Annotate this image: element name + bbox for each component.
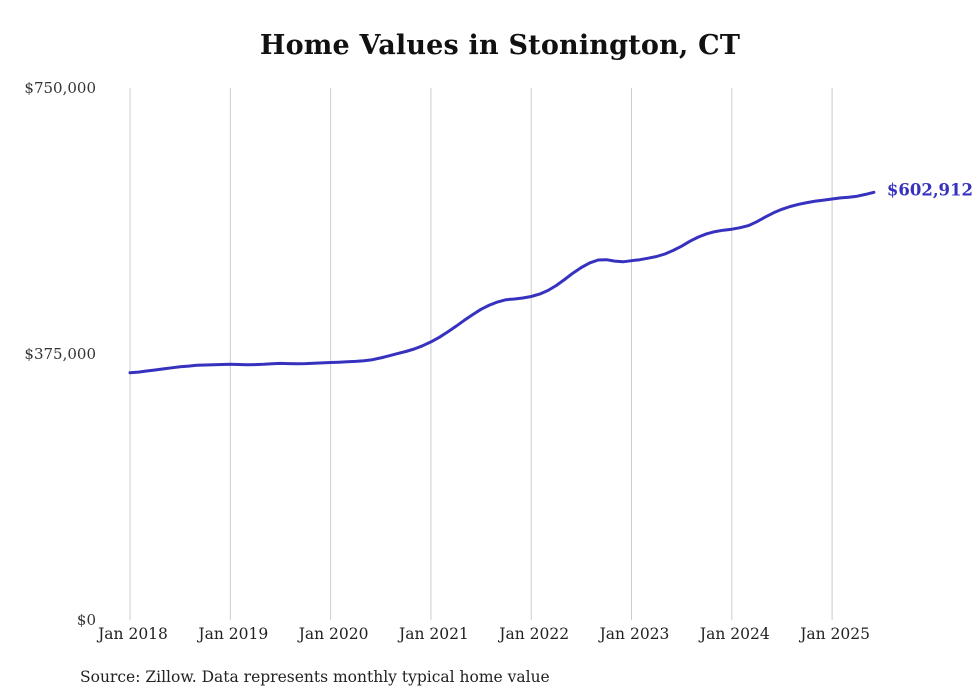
- y-axis-label-375000: $375,000: [24, 345, 96, 363]
- x-axis-label: Jan 2025: [800, 625, 870, 643]
- chart-title: Home Values in Stonington, CT: [259, 30, 741, 61]
- x-axis-label: Jan 2018: [98, 625, 168, 643]
- x-axis-label: Jan 2021: [398, 625, 469, 643]
- gridlines: [129, 88, 833, 620]
- x-axis-label: Jan 2023: [599, 625, 670, 643]
- x-axis-label: Jan 2024: [699, 625, 770, 643]
- source-note: Source: Zillow. Data represents monthly …: [80, 668, 550, 686]
- y-axis-label-0: $0: [76, 611, 96, 629]
- x-axis-label: Jan 2022: [499, 625, 570, 643]
- x-axis-label: Jan 2020: [298, 625, 369, 643]
- home-value-line: [128, 190, 876, 375]
- x-axis-label: Jan 2019: [198, 625, 269, 643]
- latest-value-label: $602,912: [886, 180, 973, 200]
- y-axis-label-750000: $750,000: [24, 79, 96, 97]
